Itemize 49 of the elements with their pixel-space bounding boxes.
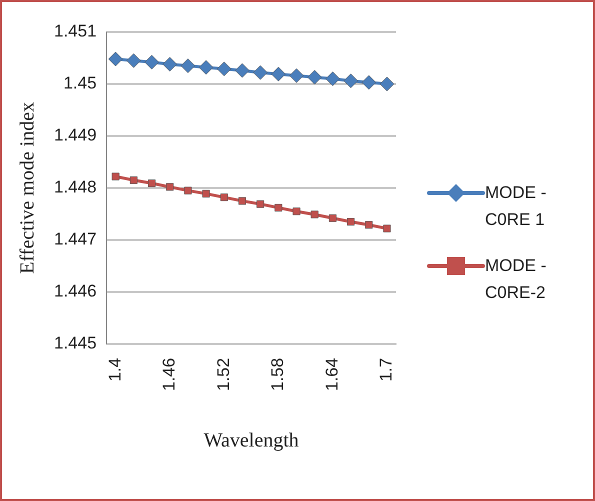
y-tick-label: 1.445 <box>54 334 97 353</box>
point <box>380 76 394 92</box>
point <box>112 172 120 180</box>
x-tick-label: 1.7 <box>376 358 396 382</box>
point <box>180 58 196 74</box>
point <box>292 208 300 216</box>
point <box>365 221 373 229</box>
point <box>328 214 336 222</box>
point <box>202 190 210 198</box>
y-tick-label: 1.45 <box>63 74 97 93</box>
y-tick-label: 1.446 <box>54 282 97 301</box>
y-tick-label: 1.451 <box>54 22 97 41</box>
x-tick-label: 1.58 <box>268 358 288 392</box>
legend-label: MODE - C0RE 1 <box>485 182 548 231</box>
point <box>344 74 358 88</box>
point <box>238 197 246 205</box>
point <box>234 63 250 78</box>
x-axis-title: Wavelength <box>204 429 299 452</box>
point <box>148 179 156 188</box>
y-tick-label: 1.449 <box>54 126 97 145</box>
point <box>144 54 160 70</box>
point <box>166 183 174 191</box>
point <box>310 210 318 218</box>
point <box>126 53 141 68</box>
point <box>256 200 264 208</box>
y-tick-label: 1.447 <box>54 230 97 249</box>
point <box>253 65 268 80</box>
point <box>198 60 214 75</box>
y-axis-title: Effective mode index <box>16 102 38 274</box>
point <box>184 186 192 194</box>
x-tick-label: 1.46 <box>160 358 179 392</box>
point <box>347 218 355 226</box>
y-tick-label: 1.448 <box>54 178 97 197</box>
point <box>274 204 282 212</box>
point <box>271 66 286 82</box>
x-tick-label: 1.64 <box>322 358 342 392</box>
x-tick-label: 1.52 <box>214 358 233 392</box>
point <box>325 72 340 86</box>
point <box>162 56 178 72</box>
point <box>383 224 391 232</box>
point <box>307 70 322 84</box>
point <box>130 176 138 184</box>
point <box>108 52 123 66</box>
point <box>220 194 228 202</box>
point <box>216 62 232 76</box>
point <box>289 68 304 83</box>
point <box>362 75 376 90</box>
x-tick-label: 1.4 <box>105 358 124 382</box>
legend-label: MODE - C0RE-2 <box>485 255 548 304</box>
